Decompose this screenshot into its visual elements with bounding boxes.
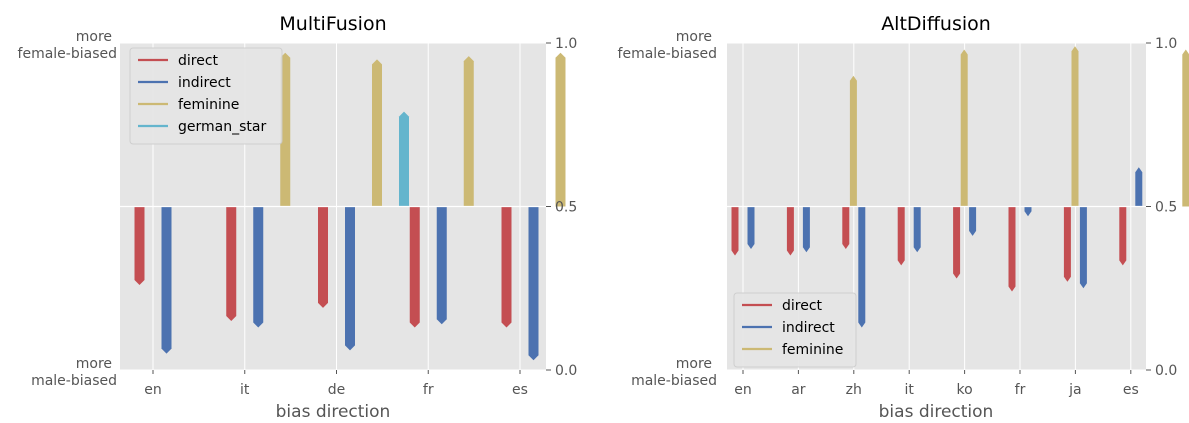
bar-indirect-ja [1079,206,1087,289]
x-tick-label: fr [1015,382,1026,398]
legend: direct indirect feminine [733,292,857,368]
x-axis: en it de fr es [144,370,528,398]
bar-feminine-fr [463,56,474,207]
y-axis-right: 0.0 0.5 1.0 [546,36,577,379]
x-tick-label: en [734,382,752,398]
x-axis-label: bias direction [276,402,391,422]
y-tick-label: 0.5 [1155,200,1177,216]
bar-indirect-zh [858,206,866,328]
bar-german_star-de [399,111,409,207]
x-tick-label: zh [846,382,862,398]
y-tick-label: 1.0 [1155,36,1177,52]
altdiffusion-chart: AltDiffusion more female-biased more mal… [618,13,1189,422]
bar-direct-ko [953,206,961,279]
y-top-label-line2: female-biased [18,46,117,62]
bar-direct-it [897,206,905,266]
legend-label-feminine: feminine [782,342,843,358]
x-tick-label: de [328,382,346,398]
bar-feminine-es [555,52,566,207]
chart-title: MultiFusion [279,13,386,35]
x-tick-label: it [905,382,915,398]
bar-indirect-ko [969,206,977,236]
x-tick-label: en [144,382,162,398]
bar-feminine-it [960,49,968,207]
x-tick-label: ar [791,382,806,398]
multifusion-chart: MultiFusion more female-biased more male… [18,13,578,422]
legend-label-indirect: indirect [178,75,231,91]
y-top-label-line1: more [76,29,112,45]
bar-direct-en [134,206,145,285]
y-bottom-label-line1: more [76,356,112,372]
x-tick-label: ko [957,382,973,398]
x-tick-label: it [240,382,250,398]
bar-feminine-de [372,59,382,207]
legend: direct indirect feminine german_star [129,47,283,145]
legend-label-indirect: indirect [782,320,835,336]
bar-direct-de [318,206,328,308]
y-tick-label: 0.0 [555,363,577,379]
bar-indirect-fr [436,206,447,325]
bar-indirect-en [161,206,172,354]
chart-title: AltDiffusion [881,13,991,35]
y-bottom-label-line2: male-biased [631,373,717,389]
legend-label-direct: direct [782,298,823,314]
y-tick-label: 0.5 [555,200,577,216]
x-axis-label: bias direction [879,402,994,422]
bar-indirect-es [528,206,539,361]
bar-direct-es [501,206,512,328]
bar-indirect-it [253,206,264,328]
y-tick-label: 0.0 [1155,363,1177,379]
y-top-label-line2: female-biased [618,46,717,62]
bar-indirect-it [913,206,921,253]
x-tick-label: fr [423,382,434,398]
bar-feminine-fr [1071,46,1079,207]
x-tick-label: ja [1068,382,1081,398]
y-bottom-label-line1: more [676,356,712,372]
bar-feminine-es [1182,49,1189,207]
legend-label-german_star: german_star [178,119,266,135]
bar-direct-ja [1063,206,1071,282]
x-tick-label: es [1123,382,1139,398]
x-axis: en ar zh it ko fr ja es [734,370,1139,398]
y-top-label-line1: more [676,29,712,45]
bar-feminine-it [280,52,291,207]
bar-indirect-de [345,206,355,351]
y-tick-label: 1.0 [555,36,577,52]
legend-box [129,47,283,145]
bar-direct-fr [1008,206,1016,292]
legend-label-direct: direct [178,53,219,69]
bars [727,46,1189,328]
bar-indirect-ar [802,206,810,253]
bar-direct-fr [409,206,420,328]
bars [120,52,566,361]
bar-feminine-ar [849,75,857,207]
bar-indirect-fr [1024,206,1032,217]
bar-indirect-es [1135,167,1143,207]
y-axis-right: 0.0 0.5 1.0 [1146,36,1177,379]
bar-direct-ar [786,206,794,256]
bar-direct-it [226,206,237,321]
bar-direct-zh [842,206,850,250]
bar-direct-en [731,206,739,256]
x-tick-label: es [512,382,528,398]
y-bottom-label-line2: male-biased [31,373,117,389]
bar-indirect-en [747,206,755,250]
bar-direct-es [1119,206,1127,266]
legend-label-feminine: feminine [178,97,239,113]
